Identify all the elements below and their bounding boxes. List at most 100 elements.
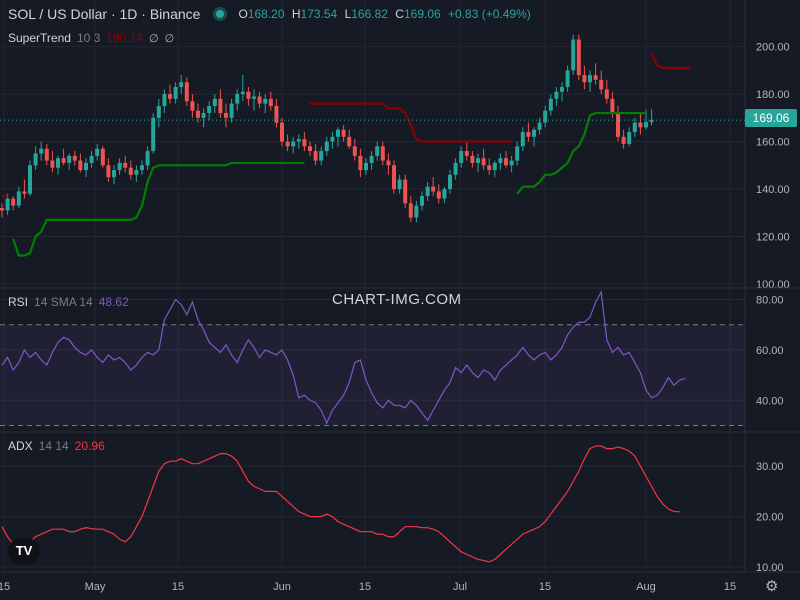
candle-body: [162, 94, 167, 106]
candle-body: [593, 75, 598, 80]
candle-body: [341, 129, 346, 137]
supertrend-params: 10 3: [76, 31, 101, 45]
candle-body: [560, 86, 564, 92]
ohlc-readout: O168.20 H173.54 L166.82 C169.06 +0.83 (+…: [238, 7, 534, 21]
candle-body: [425, 186, 430, 197]
candle-body: [16, 191, 21, 206]
visibility-off-icon[interactable]: ∅: [164, 32, 175, 45]
candle-body: [644, 122, 648, 128]
candle-body: [179, 82, 184, 87]
candle-body: [201, 113, 206, 118]
candle-body: [184, 82, 189, 102]
candle-body: [380, 146, 385, 161]
candle-body: [375, 146, 380, 156]
candle-body: [173, 86, 178, 99]
candle-body: [386, 160, 391, 166]
candle-body: [520, 132, 525, 147]
y-tick-label: 160.00: [756, 137, 790, 149]
x-tick-label: 15: [172, 581, 184, 593]
candle-body: [257, 96, 262, 104]
candle-body: [22, 191, 27, 194]
candle-body: [156, 105, 161, 118]
candle-body: [554, 91, 559, 99]
candle-body: [431, 186, 436, 192]
candle-body: [537, 122, 542, 130]
candle-body: [352, 146, 357, 156]
candle-body: [235, 94, 240, 104]
close-label: C: [395, 7, 404, 21]
candle-body: [196, 110, 200, 118]
candle-body: [117, 162, 122, 171]
candle-body: [302, 139, 307, 147]
candle-body: [84, 162, 88, 171]
candle-body: [347, 136, 352, 147]
supertrend-name: SuperTrend: [8, 31, 71, 45]
supertrend-legend[interactable]: SuperTrend 10 3 190.14 ∅ ∅: [8, 31, 174, 45]
y-tick-label: 80.00: [756, 295, 784, 307]
candle-body: [576, 39, 581, 76]
candle-body: [212, 98, 217, 106]
symbol-title[interactable]: SOL / US Dollar · 1D · Binance: [8, 6, 201, 22]
market-open-status-icon: [216, 10, 225, 18]
candle-body: [498, 158, 503, 163]
candle-body: [492, 162, 497, 171]
x-tick-label: 15: [724, 581, 736, 593]
candle-body: [571, 39, 576, 71]
candle-body: [369, 155, 374, 163]
open-label: O: [238, 7, 248, 21]
y-tick-label: 40.00: [756, 395, 784, 407]
x-tick-label: Aug: [636, 581, 656, 593]
supertrend-line: [516, 111, 646, 195]
candle-body: [33, 153, 38, 166]
gear-icon[interactable]: ⚙: [765, 578, 779, 595]
candle-body: [358, 155, 363, 171]
adx-name: ADX: [8, 439, 33, 453]
candle-body: [638, 122, 643, 128]
candle-body: [246, 91, 251, 99]
candle-body: [616, 113, 620, 137]
candle-body: [89, 155, 94, 163]
candle-body: [100, 148, 105, 166]
adx-line: [1, 445, 680, 563]
adx-legend[interactable]: ADX 14 14 20.96: [8, 439, 105, 453]
candle-body: [324, 141, 329, 152]
y-tick-label: 140.00: [756, 184, 790, 196]
rsi-params: 14 SMA 14: [34, 295, 93, 309]
x-tick-label: 15: [359, 581, 371, 593]
candle-body: [285, 141, 290, 147]
low-value: 166.82: [351, 7, 388, 21]
candle-body: [5, 198, 10, 211]
candle-body: [308, 146, 312, 152]
candle-body: [588, 75, 592, 83]
candle-body: [459, 151, 464, 163]
candle-body: [134, 170, 139, 175]
candle-body: [470, 155, 475, 163]
candle-body: [313, 151, 318, 161]
low-label: L: [344, 7, 352, 21]
candle-body: [330, 136, 335, 142]
candle-body: [515, 146, 520, 161]
y-tick-label: 120.00: [756, 232, 790, 244]
candle-body: [168, 94, 172, 99]
supertrend-line: [650, 53, 691, 70]
tradingview-logo[interactable]: TV: [8, 538, 40, 564]
rsi-legend[interactable]: RSI 14 SMA 14 48.62: [8, 295, 129, 309]
candle-body: [112, 170, 116, 178]
y-tick-label: 60.00: [756, 345, 784, 357]
adx-params: 14 14: [38, 439, 69, 453]
candle-body: [481, 158, 486, 166]
candle-body: [263, 98, 268, 104]
rsi-name: RSI: [8, 295, 29, 309]
candle-body: [487, 165, 492, 171]
candle-body: [240, 91, 245, 95]
candle-body: [280, 122, 284, 142]
visibility-off-icon[interactable]: ∅: [149, 32, 159, 45]
candle-body: [50, 160, 55, 168]
candle-body: [526, 132, 531, 137]
candle-body: [532, 129, 536, 137]
candle-body: [72, 155, 77, 161]
candle-body: [582, 75, 587, 83]
x-tick-label: Jul: [453, 581, 467, 593]
candle-body: [218, 98, 223, 114]
open-value: 168.20: [247, 7, 285, 21]
